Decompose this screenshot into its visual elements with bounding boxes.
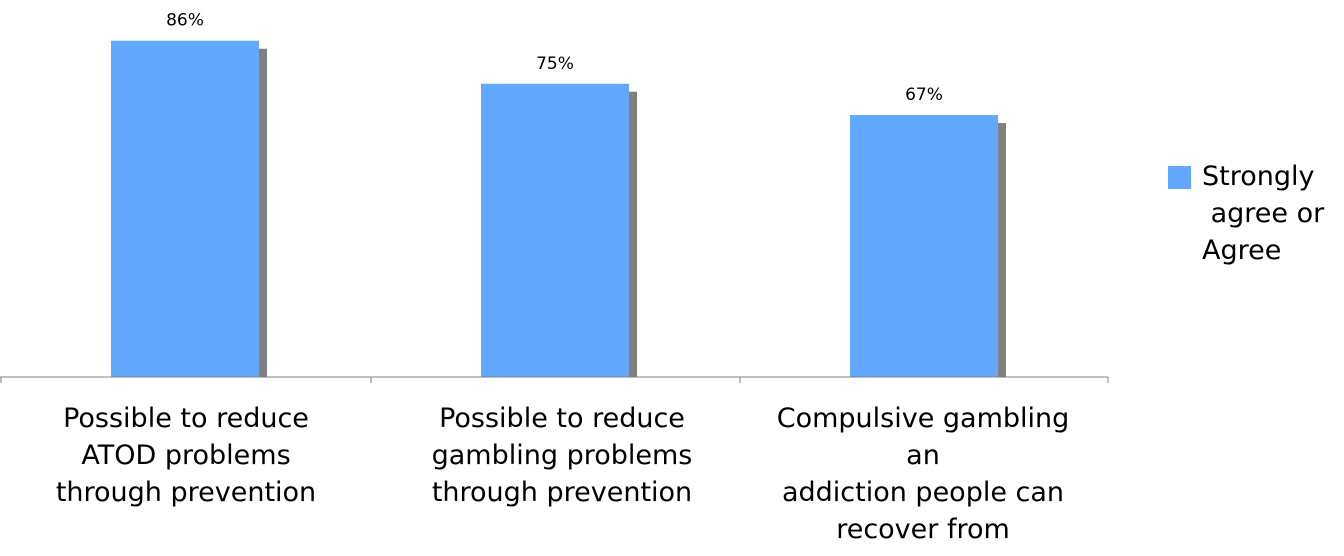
x-tick-label-compulsive: Compulsive gambling an addiction people …	[776, 403, 1070, 545]
x-tick-label-atod: Possible to reduce ATOD problems through…	[55, 403, 317, 508]
bar	[481, 83, 629, 377]
x-axis-ticks	[0, 377, 1109, 383]
legend-swatch	[1168, 166, 1191, 189]
bar	[111, 40, 259, 378]
bar-value-label: 86%	[166, 11, 204, 31]
bar	[850, 115, 998, 377]
value-labels: 86% 75% 67%	[166, 11, 943, 105]
x-tick-label-gambling: Possible to reduce gambling problems thr…	[431, 403, 693, 508]
bars	[111, 40, 998, 378]
legend-label: Strongly agree or Agree	[1202, 161, 1325, 266]
bar-value-label: 75%	[536, 54, 574, 74]
bar-value-label: 67%	[905, 85, 943, 105]
